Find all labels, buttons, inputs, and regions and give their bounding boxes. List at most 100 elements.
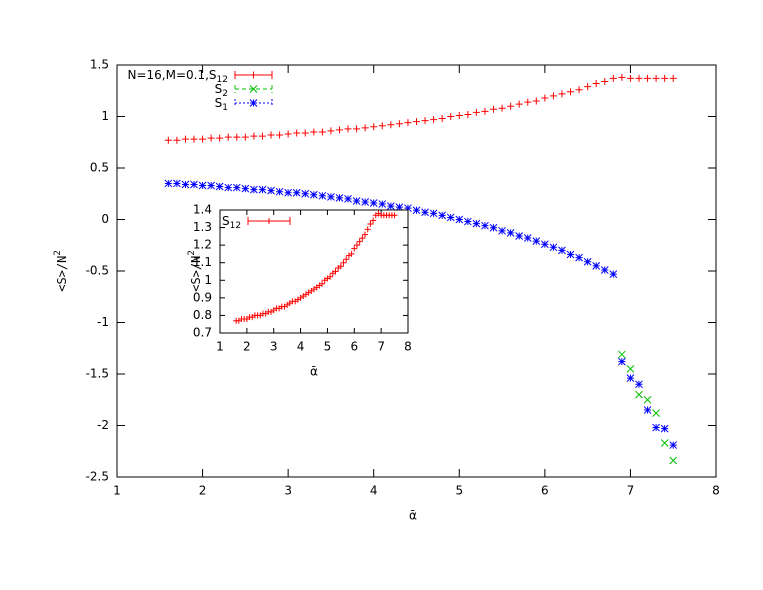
data-point — [429, 209, 438, 218]
data-point — [361, 124, 369, 132]
y-tick-label: -1.5 — [86, 367, 109, 381]
data-point — [430, 116, 438, 124]
data-point — [558, 90, 566, 98]
data-point — [164, 136, 172, 144]
data-point — [507, 102, 515, 110]
data-point — [310, 128, 318, 136]
data-point — [207, 134, 215, 142]
data-point — [549, 243, 558, 252]
legend-swatch — [234, 99, 273, 107]
data-point — [292, 188, 301, 197]
data-point — [335, 126, 343, 134]
data-point — [391, 212, 398, 219]
data-point — [481, 221, 489, 230]
data-point — [669, 74, 677, 82]
legend-marker — [249, 99, 258, 107]
x-tick-label: 6 — [350, 340, 358, 354]
data-point — [199, 135, 207, 143]
data-point — [609, 74, 617, 82]
data-point — [463, 217, 472, 226]
x-tick-label: 2 — [243, 340, 251, 354]
data-point — [660, 424, 669, 433]
legend-label: S2 — [215, 82, 228, 99]
data-point — [583, 257, 592, 266]
data-point — [344, 125, 352, 133]
data-point — [498, 226, 506, 235]
legend-label: S1 — [215, 96, 228, 113]
data-point — [164, 179, 173, 188]
data-point — [181, 135, 189, 143]
data-point — [198, 181, 207, 190]
data-point — [301, 129, 309, 137]
data-point — [215, 182, 224, 191]
legend-label: S12 — [222, 214, 241, 231]
legend-marker — [249, 85, 258, 93]
data-point — [241, 184, 250, 193]
data-point — [404, 119, 412, 127]
data-point — [267, 186, 275, 195]
plot: 1 2 3 4 5 6 7 8 0.7 0.8 0.9 1 1.1 1.2 1.3 1.4 ᾱ <S>/N2 S12 — [187, 203, 412, 379]
data-point — [421, 208, 429, 217]
data-point — [364, 226, 371, 233]
y-tick-label: 0.5 — [90, 161, 109, 175]
data-point — [592, 261, 601, 270]
data-point — [173, 179, 181, 188]
data-point — [258, 185, 267, 194]
data-point — [524, 98, 532, 106]
data-point — [332, 268, 339, 275]
data-point — [370, 217, 377, 224]
data-point — [541, 94, 549, 102]
x-tick-label: 3 — [270, 340, 278, 354]
data-point — [575, 86, 583, 94]
data-point — [669, 456, 678, 465]
data-point — [652, 74, 660, 82]
y-tick-label: 1.2 — [193, 238, 212, 252]
data-point — [351, 245, 358, 252]
data-point — [335, 194, 344, 202]
data-point — [601, 77, 609, 85]
x-tick-label: 7 — [377, 340, 385, 354]
data-point — [232, 183, 241, 192]
data-point — [541, 240, 549, 249]
data-point — [635, 380, 643, 389]
legend-marker — [250, 71, 257, 79]
data-point — [549, 92, 557, 100]
data-point — [250, 185, 258, 194]
data-point — [404, 204, 412, 213]
data-point — [343, 256, 350, 263]
data-point — [348, 250, 355, 257]
data-point — [173, 136, 181, 144]
data-point — [207, 181, 215, 190]
x-axis-label: ᾱ — [409, 509, 417, 523]
data-point — [455, 111, 463, 119]
y-tick-label: -2 — [97, 418, 109, 432]
data-point — [233, 133, 241, 141]
data-point — [386, 202, 395, 210]
data-point — [327, 273, 334, 280]
data-point — [661, 74, 669, 82]
data-point — [652, 409, 660, 417]
y-tick-label: 0.9 — [193, 290, 212, 304]
y-tick-label: 1.5 — [90, 58, 109, 72]
data-point — [378, 122, 386, 130]
data-point — [267, 131, 275, 139]
data-point — [309, 190, 318, 199]
data-point — [359, 235, 366, 242]
data-point — [276, 131, 284, 139]
data-point — [224, 133, 232, 141]
data-point — [367, 221, 374, 228]
data-point — [378, 200, 387, 208]
y-tick-label: 1.1 — [193, 255, 212, 269]
data-point — [190, 135, 198, 143]
data-point — [643, 395, 652, 404]
x-tick-label: 5 — [455, 484, 463, 498]
y-tick-label: 0 — [101, 212, 109, 226]
data-point — [275, 187, 284, 196]
data-point — [362, 231, 369, 238]
data-point — [438, 115, 446, 123]
y-tick-label: 0.8 — [193, 308, 212, 322]
legend-swatch — [234, 85, 273, 93]
x-tick-label: 6 — [541, 484, 549, 498]
data-point — [361, 198, 370, 206]
data-point — [523, 234, 532, 242]
